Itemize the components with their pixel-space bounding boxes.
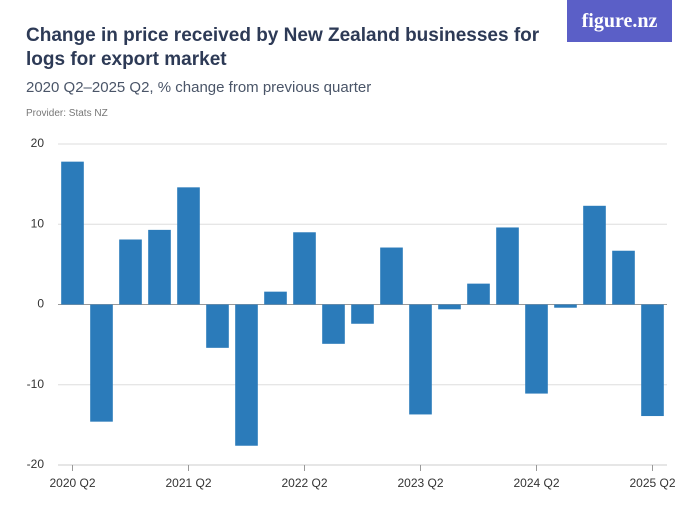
bar <box>496 227 519 305</box>
bar <box>351 304 374 324</box>
provider: Provider: Stats NZ <box>26 108 108 119</box>
chart-title: Change in price received by New Zealand … <box>26 25 540 70</box>
bar <box>293 232 316 305</box>
bar <box>409 304 432 415</box>
bar <box>612 250 635 305</box>
bar <box>90 304 113 422</box>
x-tick-label: 2025 Q2 <box>629 476 675 490</box>
y-tick-label: -10 <box>27 377 45 391</box>
y-tick-label: 0 <box>37 297 44 311</box>
logo[interactable]: figure.nz <box>567 0 672 42</box>
bar <box>438 304 461 310</box>
bar <box>119 239 142 305</box>
x-tick-label: 2022 Q2 <box>281 476 327 490</box>
x-tick-label: 2021 Q2 <box>165 476 211 490</box>
chart-subtitle: 2020 Q2–2025 Q2, % change from previous … <box>26 79 372 96</box>
bar <box>206 304 229 348</box>
bar <box>525 304 548 394</box>
bar <box>380 247 403 305</box>
x-tick-label: 2020 Q2 <box>49 476 95 490</box>
bar <box>467 283 490 305</box>
y-tick-label: 20 <box>31 136 45 150</box>
y-tick-label: 10 <box>31 216 45 230</box>
bar <box>554 304 577 308</box>
y-tick-label: -20 <box>27 457 45 471</box>
bar <box>264 291 287 305</box>
bar <box>235 304 258 446</box>
bar <box>61 161 84 305</box>
bar <box>322 304 345 344</box>
bar <box>148 229 171 305</box>
x-tick-label: 2024 Q2 <box>513 476 559 490</box>
x-tick-label: 2023 Q2 <box>397 476 443 490</box>
bar <box>583 205 606 305</box>
bar <box>177 187 200 305</box>
bar <box>641 304 664 417</box>
